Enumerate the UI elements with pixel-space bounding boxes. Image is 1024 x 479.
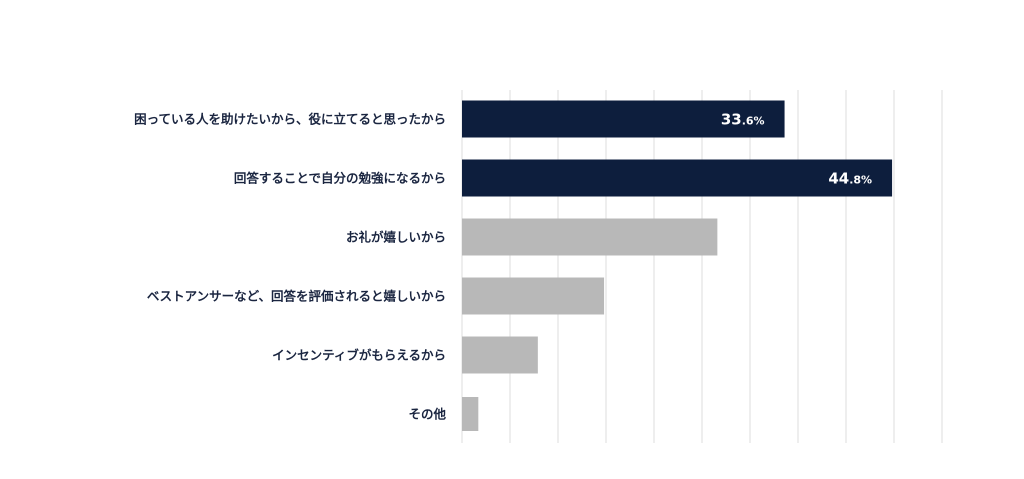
category-label-1: 回答することで自分の勉強になるから — [234, 171, 446, 186]
bar-0 — [462, 100, 785, 138]
data-label-1: 44.8% — [828, 170, 872, 188]
category-label-5: その他 — [408, 407, 446, 422]
category-labels: 困っている人を助けたいから、役に立てると思ったから回答することで自分の勉強になる… — [134, 112, 446, 422]
bar-1 — [462, 159, 893, 197]
bar-5 — [462, 397, 479, 431]
data-label-major: 33 — [721, 111, 742, 129]
bar-2 — [462, 218, 718, 256]
bar-3 — [462, 277, 605, 315]
category-label-4: インセンティブがもらえるから — [272, 348, 446, 363]
data-label-0: 33.6% — [721, 111, 765, 129]
bars — [462, 100, 893, 431]
category-label-3: ベストアンサーなど、回答を評価されると嬉しいから — [147, 289, 446, 304]
category-label-2: お礼が嬉しいから — [346, 230, 446, 245]
data-label-minor: .8% — [849, 174, 872, 187]
grid-lines — [461, 90, 943, 443]
bar-4 — [462, 336, 538, 374]
category-label-0: 困っている人を助けたいから、役に立てると思ったから — [134, 112, 446, 127]
data-label-major: 44 — [828, 170, 849, 188]
data-labels: 33.6% 44.8% — [721, 111, 872, 188]
data-label-minor: .6% — [742, 115, 765, 128]
